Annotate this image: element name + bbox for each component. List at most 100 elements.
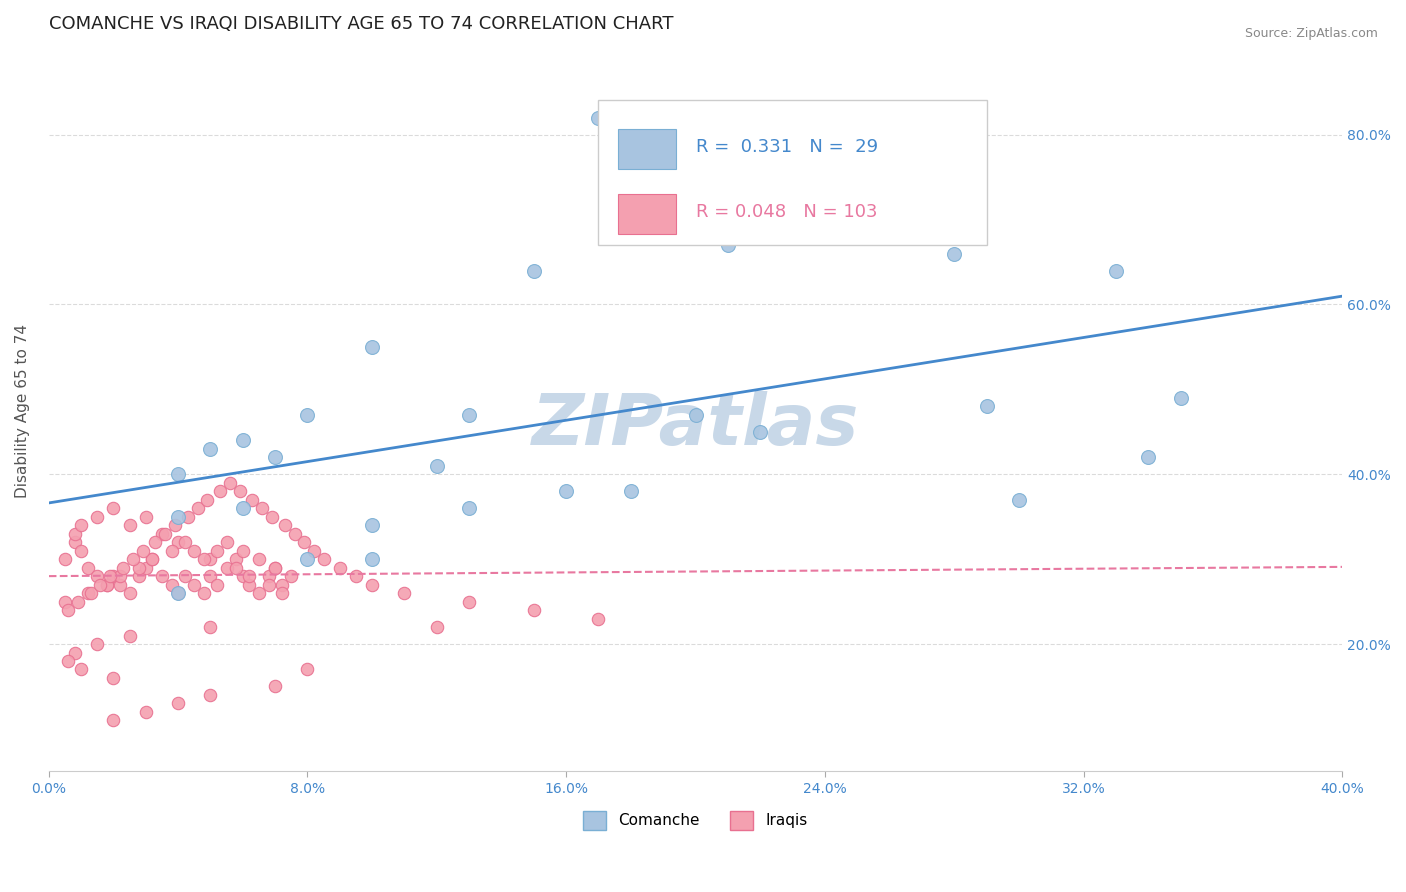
Point (128, 560, 150, 574)
Point (167, 467, 190, 482)
Point (186, 501, 208, 516)
Point (1105, 263, 1128, 277)
Point (361, 518, 384, 533)
Point (523, 603, 546, 617)
Point (458, 408, 481, 422)
Point (70, 543, 93, 558)
Point (96, 577, 118, 591)
Point (167, 586, 190, 600)
Point (76, 560, 98, 574)
Point (135, 705, 157, 719)
Point (53, 594, 76, 608)
Point (749, 425, 772, 439)
Point (283, 526, 305, 541)
Point (264, 560, 287, 574)
Point (264, 680, 287, 694)
Point (426, 458, 449, 473)
Point (173, 535, 195, 549)
Point (121, 552, 143, 566)
Point (555, 484, 578, 499)
Point (361, 340, 384, 354)
Point (232, 434, 254, 448)
Text: R =  0.331   N =  29: R = 0.331 N = 29 (696, 138, 877, 156)
Point (160, 577, 183, 591)
Point (1170, 391, 1192, 405)
FancyBboxPatch shape (599, 100, 987, 244)
Point (292, 535, 315, 549)
Point (270, 586, 292, 600)
Point (86, 509, 108, 524)
Point (108, 569, 131, 583)
Point (458, 594, 481, 608)
Point (242, 492, 264, 507)
Point (150, 526, 173, 541)
Text: R = 0.048   N = 103: R = 0.048 N = 103 (696, 203, 877, 221)
Point (63, 535, 86, 549)
Text: COMANCHE VS IRAQI DISABILITY AGE 65 TO 74 CORRELATION CHART: COMANCHE VS IRAQI DISABILITY AGE 65 TO 7… (49, 15, 673, 33)
Point (943, 246, 966, 260)
Point (167, 697, 190, 711)
Point (135, 560, 157, 574)
Point (103, 501, 125, 516)
Point (103, 671, 125, 685)
Point (200, 552, 222, 566)
Point (103, 569, 125, 583)
Point (141, 552, 163, 566)
Point (205, 543, 228, 558)
Point (200, 442, 222, 456)
Point (70, 663, 93, 677)
Point (118, 586, 141, 600)
Point (205, 577, 228, 591)
Legend: Comanche, Iraqis: Comanche, Iraqis (576, 805, 814, 836)
Point (76, 586, 98, 600)
Point (238, 577, 260, 591)
Point (588, 611, 610, 625)
Point (297, 663, 319, 677)
Point (297, 408, 319, 422)
Point (89, 577, 111, 591)
Point (426, 620, 449, 634)
Point (108, 577, 131, 591)
Point (153, 526, 176, 541)
Point (280, 569, 302, 583)
Point (56, 654, 79, 668)
Point (225, 552, 247, 566)
Point (183, 543, 205, 558)
Point (135, 509, 157, 524)
Point (1008, 492, 1031, 507)
FancyBboxPatch shape (617, 194, 676, 234)
Point (225, 560, 247, 574)
Point (150, 569, 173, 583)
Point (458, 501, 481, 516)
Point (183, 577, 205, 591)
Point (685, 408, 707, 422)
Point (274, 518, 297, 533)
Text: ZIPatlas: ZIPatlas (531, 391, 859, 459)
Point (167, 509, 190, 524)
Point (160, 543, 183, 558)
Point (70, 518, 93, 533)
Point (200, 620, 222, 634)
Point (247, 552, 270, 566)
Point (1137, 450, 1160, 465)
Point (193, 586, 215, 600)
FancyBboxPatch shape (617, 129, 676, 169)
Point (145, 535, 167, 549)
Text: Source: ZipAtlas.com: Source: ZipAtlas.com (1244, 27, 1378, 40)
Point (344, 569, 367, 583)
Point (131, 543, 153, 558)
Point (329, 560, 352, 574)
Point (264, 450, 287, 465)
Point (361, 552, 384, 566)
Point (173, 569, 195, 583)
Point (141, 552, 163, 566)
Point (976, 400, 998, 414)
Point (620, 484, 643, 499)
Point (209, 484, 232, 499)
Y-axis label: Disability Age 65 to 74: Disability Age 65 to 74 (15, 324, 30, 498)
Point (232, 501, 254, 516)
Point (523, 263, 546, 277)
Point (167, 535, 190, 549)
Point (215, 560, 238, 574)
Point (270, 577, 292, 591)
